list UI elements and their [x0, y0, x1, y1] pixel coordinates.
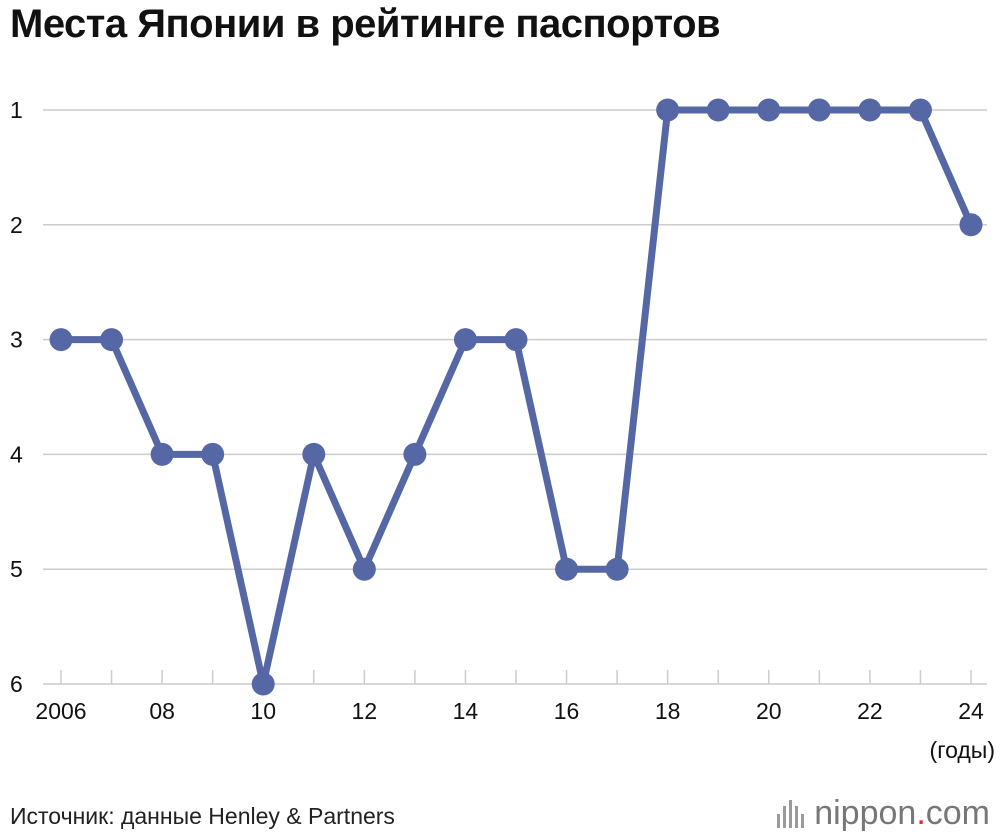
data-point: [959, 213, 983, 237]
data-point: [251, 672, 275, 696]
data-point: [150, 442, 174, 466]
data-point: [706, 98, 730, 122]
data-point: [403, 442, 427, 466]
data-point: [100, 328, 124, 352]
y-tick-label: 4: [10, 441, 23, 467]
data-point: [807, 98, 831, 122]
data-point: [908, 98, 932, 122]
series-line: [61, 106, 975, 688]
y-tick-label: 6: [10, 671, 23, 697]
x-tick-label: 20: [756, 698, 782, 724]
x-tick-label: 24: [958, 698, 984, 724]
data-point: [302, 442, 326, 466]
x-axis-label: (годы): [930, 737, 995, 763]
nippon-logo: nippon. com: [777, 794, 990, 833]
logo-tld: com: [925, 794, 990, 832]
logo-dot: .: [916, 794, 926, 832]
y-tick-label: 3: [10, 327, 23, 353]
data-point: [656, 98, 680, 122]
logo-bars-icon: [777, 799, 805, 828]
data-point: [555, 557, 579, 581]
source-note: Источник: данные Henley & Partners: [10, 803, 395, 829]
x-tick-label: 14: [453, 698, 479, 724]
x-tick-label: 08: [149, 698, 175, 724]
logo-name: nippon: [814, 794, 917, 832]
x-tick-label: 22: [857, 698, 883, 724]
data-point: [201, 442, 225, 466]
y-tick-label: 2: [10, 212, 23, 238]
data-point: [49, 328, 73, 352]
x-tick-label: 16: [554, 698, 580, 724]
x-tick-label: 10: [250, 698, 276, 724]
chart-title: Места Японии в рейтинге паспортов: [10, 2, 721, 46]
data-point: [352, 557, 376, 581]
data-point: [605, 557, 629, 581]
y-tick-label: 5: [10, 556, 23, 582]
y-tick-label: 1: [10, 97, 23, 123]
x-tick-label: 2006: [35, 698, 86, 724]
data-point: [453, 328, 477, 352]
x-tick-label: 18: [655, 698, 681, 724]
x-tick-label: 12: [352, 698, 378, 724]
data-point: [858, 98, 882, 122]
data-point: [504, 328, 528, 352]
data-point: [757, 98, 781, 122]
